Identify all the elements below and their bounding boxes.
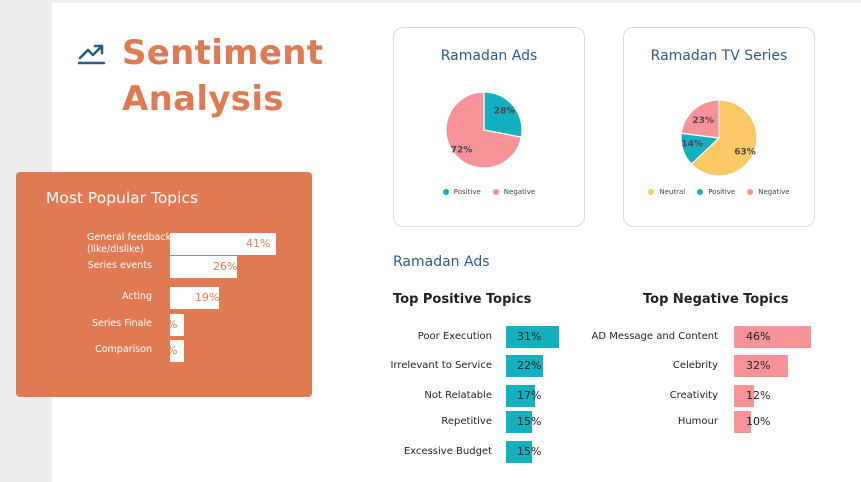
ramadan-tv-series-card: Ramadan TV Series 63% 14% 23% Neutral Posit…: [623, 27, 815, 227]
pie-slice-label: 63%: [734, 148, 756, 158]
popular-topic-value: 4%: [160, 344, 178, 357]
legend-label: Negative: [758, 188, 790, 196]
topic-bar-value: 22%: [517, 359, 542, 372]
legend-swatch: [492, 188, 499, 195]
ramadan-ads-card: Ramadan Ads 28% 72% Positive Negative: [393, 27, 585, 227]
topic-bar: [506, 385, 535, 407]
legend-label: Neutral: [659, 188, 686, 196]
page-title-line-2: Analysis: [122, 79, 284, 119]
popular-topic-bar: [170, 233, 276, 255]
most-popular-topics-panel: Most Popular Topics General feedback (lik…: [16, 172, 312, 397]
legend-item: Negative: [747, 188, 790, 196]
topic-bar-row: Poor Execution 31%: [52, 326, 852, 348]
popular-topic-label-line: (like/dislike): [87, 244, 144, 255]
legend-swatch: [697, 188, 704, 195]
topic-bar: [734, 411, 751, 433]
topic-bar-row: Creativity 12%: [52, 385, 852, 407]
topic-bar: [506, 326, 559, 348]
ramadan-ads-pie: 28% 72%: [445, 91, 523, 169]
ramadan-ads-legend: Positive Negative: [394, 188, 584, 196]
ramadan-tv-series-pie: 63% 14% 23%: [680, 99, 758, 177]
popular-topic-label-line: Series events: [87, 260, 152, 271]
topic-bar-value: 10%: [746, 415, 771, 428]
popular-topic-label-line: General feedback: [87, 232, 172, 243]
ramadan-tv-series-pie-title: Ramadan TV Series: [650, 48, 788, 64]
topic-bar: [506, 355, 543, 377]
popular-topic-label: Acting: [122, 291, 152, 303]
topic-bar: [734, 326, 811, 348]
topic-bar-value: 31%: [517, 330, 542, 343]
popular-topic-label-line: Acting: [122, 291, 152, 302]
topic-bar-label: AD Message and Content: [591, 331, 719, 342]
popular-topic-bar: [170, 340, 184, 362]
legend-label: Negative: [503, 188, 536, 196]
popular-topic-label: Series Finale: [92, 318, 152, 330]
topic-bar-value: 32%: [746, 359, 771, 372]
legend-item: Negative: [492, 188, 536, 196]
topic-bar-label: Excessive Budget: [403, 446, 492, 457]
topic-bar-label: Creativity: [669, 390, 718, 401]
topic-bar-label: Celebrity: [672, 360, 718, 371]
topic-bar-value: 46%: [746, 330, 771, 343]
topic-bar-row: Celebrity 32%: [52, 355, 852, 377]
popular-topic-label: Comparison: [95, 344, 152, 356]
popular-topic-label: Series events: [88, 260, 152, 272]
legend-item: Neutral: [648, 188, 685, 196]
topic-bar-value: 12%: [746, 389, 771, 402]
pie-slice-label: 28%: [494, 107, 516, 117]
legend-swatch: [648, 188, 655, 195]
topic-bar: [506, 411, 532, 433]
ramadan-ads-pie-title: Ramadan Ads: [440, 48, 538, 64]
topic-bar-row: Humour 10%: [52, 411, 852, 433]
legend-item: Positive: [442, 188, 481, 196]
dashboard-page: Sentiment Analysis Most Popular Topics G…: [16, 3, 861, 482]
page-title-line-1: Sentiment: [122, 33, 324, 73]
topic-bar-value: 15%: [517, 445, 542, 458]
popular-topic-label-line: Comparison: [95, 344, 152, 355]
popular-topic-value: 5%: [160, 318, 178, 331]
topic-bar: [734, 355, 788, 377]
pie-slice-label: 14%: [681, 139, 703, 149]
topic-bar-row: AD Message and Content 46%: [52, 326, 852, 348]
pie-slice-negative: [445, 91, 523, 169]
pie-slice-neutral: [690, 99, 758, 177]
topic-bar-row: Not Relatable 17%: [52, 385, 852, 407]
pie-slice-label: 23%: [692, 116, 714, 126]
popular-topic-bar: [170, 314, 184, 336]
popular-topic-bar: [170, 287, 219, 309]
topic-bar-row: Excessive Budget 15%: [52, 441, 852, 463]
legend-label: Positive: [708, 188, 736, 196]
top-negative-topics-title: Top Negative Topics: [643, 292, 789, 307]
popular-topic-label-line: Series Finale: [92, 318, 152, 329]
trend-up-icon: [78, 44, 106, 65]
most-popular-topics-title: Most Popular Topics: [46, 189, 199, 207]
popular-topic-value: 19%: [195, 291, 220, 304]
pie-slice-negative: [680, 99, 720, 139]
pie-slice-positive: [483, 91, 523, 138]
legend-swatch: [442, 188, 449, 195]
legend-label: Positive: [453, 188, 481, 196]
popular-topic-value: 26%: [213, 260, 238, 273]
ramadan-ads-section-label: Ramadan Ads: [393, 254, 490, 270]
topic-bar-row: Repetitive 15%: [52, 411, 852, 433]
topic-bar-label: Not Relatable: [424, 390, 492, 401]
popular-topic-bar: [170, 256, 237, 278]
ramadan-tv-series-legend: Neutral Positive Negative: [624, 188, 814, 196]
topic-bar: [734, 385, 754, 407]
pie-slice-label: 72%: [451, 145, 473, 155]
legend-swatch: [747, 188, 754, 195]
popular-topic-value: 41%: [246, 237, 271, 250]
topic-bar-row: Irrelevant to Service 22%: [52, 355, 852, 377]
topic-bar-label: Poor Execution: [417, 331, 492, 342]
topic-bar-value: 15%: [517, 415, 542, 428]
topic-bar-value: 17%: [517, 389, 542, 402]
topic-bar: [506, 441, 532, 463]
popular-topic-label: General feedback (like/dislike): [87, 232, 171, 256]
topic-bar-label: Repetitive: [441, 416, 492, 427]
topic-bar-label: Irrelevant to Service: [390, 360, 492, 371]
topic-bar-label: Humour: [677, 416, 718, 427]
top-positive-topics-title: Top Positive Topics: [393, 292, 532, 307]
legend-item: Positive: [697, 188, 735, 196]
